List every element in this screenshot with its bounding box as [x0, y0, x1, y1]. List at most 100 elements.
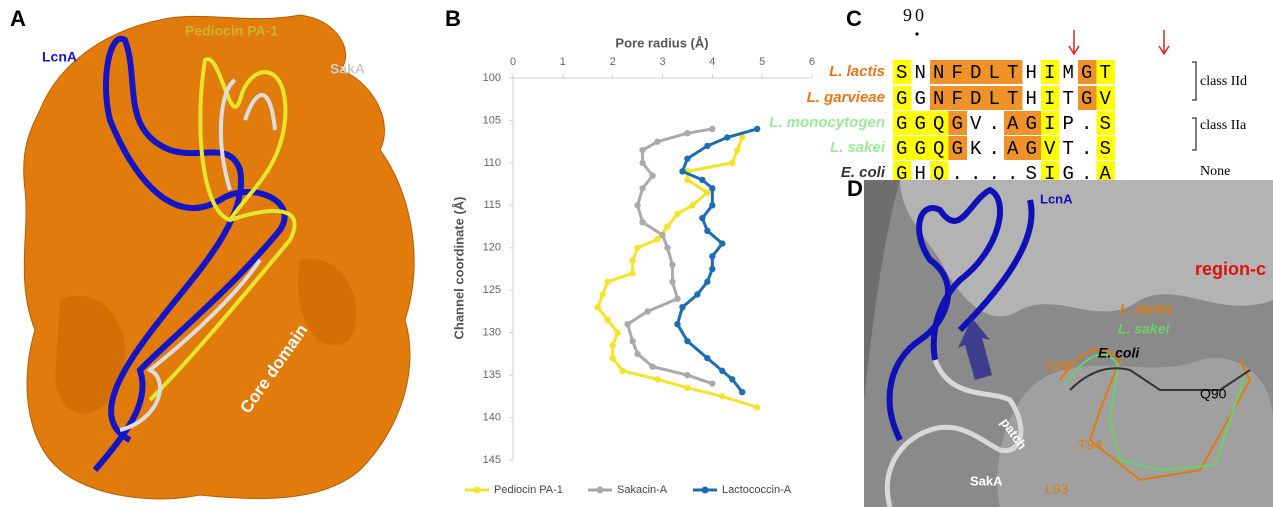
point	[629, 338, 635, 344]
label: LcnA	[42, 49, 77, 65]
label: Q90	[1200, 386, 1227, 402]
y-tick-label: 110	[483, 157, 501, 169]
label: L. lactis	[1120, 301, 1172, 317]
label: G98	[1045, 358, 1072, 374]
point	[709, 253, 715, 259]
point	[709, 266, 715, 272]
sequence: SNNFDLTHIMGT	[896, 62, 1118, 84]
label: region-c	[1195, 259, 1266, 279]
legend-dot	[702, 487, 709, 494]
y-tick-label: 120	[483, 242, 501, 254]
point	[649, 172, 655, 178]
y-tick-label: 105	[483, 114, 501, 126]
point	[704, 228, 710, 234]
species: L. lactis	[829, 63, 885, 80]
point	[684, 372, 690, 378]
species: L. sakei	[830, 139, 886, 156]
label: L. sakei	[1118, 321, 1170, 337]
point	[604, 317, 610, 323]
panel-letter: B	[445, 6, 461, 31]
series-line	[677, 129, 757, 392]
point	[684, 130, 690, 136]
figure: A LcnA Pediocin PA-1 SakA Core domain B …	[0, 0, 1273, 507]
point	[684, 155, 690, 161]
y-tick-label: 140	[483, 411, 501, 423]
point	[709, 126, 715, 132]
species: L. monocytogen	[769, 114, 885, 131]
point	[719, 393, 725, 399]
brackets	[1192, 62, 1196, 150]
label: SakA	[330, 61, 365, 77]
legend-dot	[474, 487, 481, 494]
panel-d: D LcnA region-c L. lactis L. sakei E. co…	[847, 176, 1273, 507]
protein-surface	[24, 15, 414, 499]
y-tick-label: 100	[483, 72, 501, 84]
point	[694, 291, 700, 297]
point	[629, 270, 635, 276]
species: L. garvieae	[807, 89, 885, 106]
point	[684, 177, 690, 183]
group-label: class IId	[1200, 74, 1247, 89]
x-tick-label: 5	[759, 56, 765, 68]
point	[639, 147, 645, 153]
point	[679, 304, 685, 310]
point	[719, 240, 725, 246]
sequence: GGQGV.AGIP.S	[896, 113, 1118, 135]
x-tick-label: 1	[560, 56, 566, 68]
label: LcnA	[1040, 191, 1073, 206]
y-tick-label: 125	[483, 284, 501, 296]
point	[624, 321, 630, 327]
panel-letter: D	[847, 176, 863, 201]
sequence: GGQGK.AGVT.S	[896, 138, 1118, 160]
point	[639, 219, 645, 225]
point	[654, 236, 660, 242]
point	[684, 338, 690, 344]
point	[634, 202, 640, 208]
point	[609, 342, 615, 348]
point	[699, 177, 705, 183]
series-line	[598, 137, 757, 407]
point	[679, 168, 685, 174]
panel-letter: C	[846, 6, 862, 31]
point	[704, 143, 710, 149]
x-axis-label: Pore radius (Å)	[615, 35, 708, 50]
point	[639, 160, 645, 166]
panel-letter: A	[10, 6, 26, 31]
label: E. coli	[1098, 345, 1140, 361]
position-label: 90	[903, 5, 927, 25]
panel-a: A LcnA Pediocin PA-1 SakA Core domain	[10, 6, 414, 499]
point	[674, 321, 680, 327]
legend-label: Sakacin-A	[617, 484, 668, 496]
label: SakA	[970, 473, 1003, 488]
point	[654, 138, 660, 144]
point	[684, 385, 690, 391]
point	[699, 215, 705, 221]
arrows	[1069, 30, 1169, 54]
y-tick-label: 130	[483, 327, 501, 339]
label: L93	[1045, 481, 1069, 497]
group-label: class IIa	[1200, 118, 1247, 133]
y-tick-label: 145	[483, 454, 501, 466]
point	[709, 185, 715, 191]
panel-b: B Pore radius (Å) Channel coordinate (Å)…	[445, 6, 815, 496]
point	[644, 308, 650, 314]
point	[704, 189, 710, 195]
point	[689, 202, 695, 208]
x-tick-label: 6	[809, 56, 815, 68]
x-tick-label: 3	[659, 56, 665, 68]
point	[719, 368, 725, 374]
point	[659, 232, 665, 238]
point	[674, 296, 680, 302]
point	[709, 202, 715, 208]
y-tick-label: 135	[483, 369, 501, 381]
point	[709, 380, 715, 386]
point	[600, 291, 606, 297]
point	[669, 262, 675, 268]
point	[704, 279, 710, 285]
series-line	[628, 129, 713, 384]
label: Pediocin PA-1	[185, 23, 278, 39]
label: T94	[1078, 437, 1102, 453]
point	[674, 211, 680, 217]
point	[609, 355, 615, 361]
